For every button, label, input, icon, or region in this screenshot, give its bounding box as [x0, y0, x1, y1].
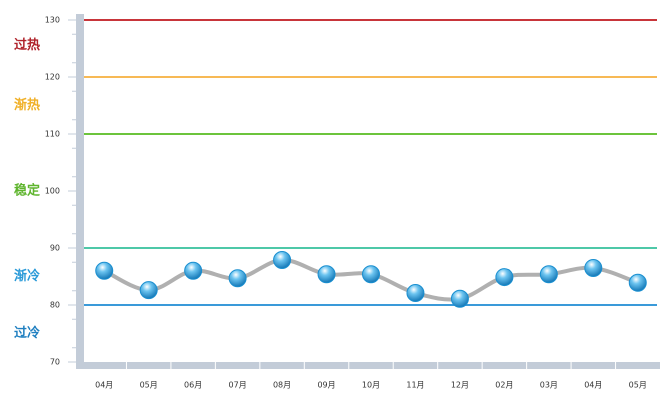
data-point: [628, 273, 647, 292]
zone-label: 渐热: [14, 97, 40, 113]
data-point: [184, 261, 203, 280]
y-tick-label: 80: [50, 301, 60, 310]
data-point: [450, 289, 469, 308]
data-point: [317, 265, 336, 284]
x-tick-label: 06月: [184, 381, 202, 390]
x-tick-label: 12月: [451, 381, 469, 390]
x-tick-label: 07月: [229, 381, 247, 390]
data-point: [406, 284, 425, 303]
zone-label: 稳定: [14, 183, 40, 199]
x-tick-label: 08月: [273, 381, 291, 390]
data-point: [273, 250, 292, 269]
y-tick-label: 100: [45, 187, 60, 196]
x-tick-label: 11月: [406, 381, 424, 390]
x-tick-label: 05月: [629, 381, 647, 390]
x-tick-label: 04月: [95, 381, 113, 390]
data-point: [139, 281, 158, 300]
y-tick-label: 120: [45, 73, 60, 82]
y-tick-label: 90: [50, 244, 60, 253]
data-point: [362, 265, 380, 284]
zone-label: 渐冷: [14, 268, 40, 284]
x-tick-label: 04月: [584, 381, 602, 390]
x-tick-label: 05月: [140, 381, 158, 390]
data-point: [95, 261, 114, 280]
x-tick-label: 09月: [317, 381, 335, 390]
x-tick-label: 10月: [362, 381, 380, 390]
y-tick-label: 130: [45, 16, 60, 25]
x-tick-label: 03月: [540, 381, 558, 390]
data-point: [539, 265, 558, 284]
data-point: [584, 258, 603, 277]
zone-label: 过冷: [14, 325, 40, 341]
data-point: [228, 269, 247, 288]
y-tick-label: 70: [50, 358, 60, 367]
x-tick-label: 02月: [495, 381, 513, 390]
y-tick-label: 110: [45, 130, 60, 139]
data-point: [495, 268, 514, 287]
zone-label: 过热: [14, 37, 40, 53]
x-axis-bar: [76, 362, 660, 369]
